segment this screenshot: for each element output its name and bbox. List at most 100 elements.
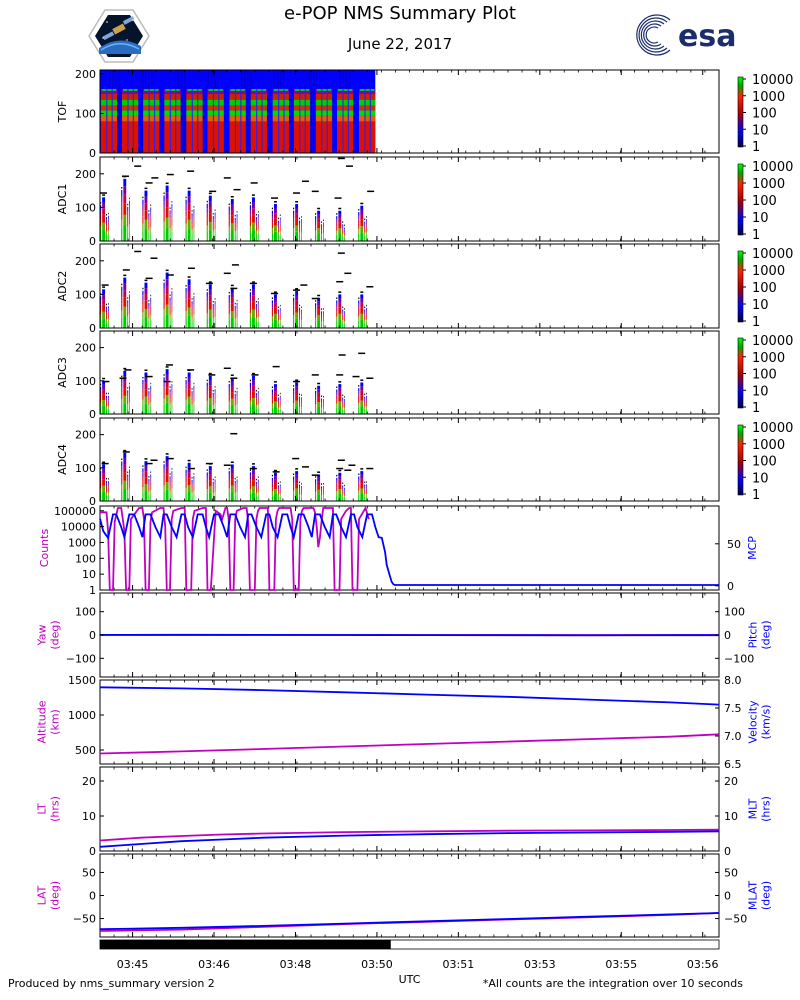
adc1-burst-column [323, 229, 324, 234]
adc1-burst-top-dash [358, 209, 360, 211]
adc2-burst-column [315, 306, 317, 310]
yaw-pitch-ylabel-left: Yaw (deg) [36, 620, 62, 649]
tof-colorbar-label: 10000 [752, 73, 793, 88]
adc4-burst-column [360, 478, 364, 484]
adc3-burst-top-dash [321, 395, 323, 397]
adc1-burst-column [185, 199, 187, 205]
adc3-burst-column [171, 396, 173, 402]
adc1-burst-top-dash [342, 221, 344, 223]
adc2-burst-column [163, 287, 165, 294]
adc4-burst-column [230, 468, 234, 474]
adc1-burst-column [206, 225, 208, 232]
adc3-burst-top-dash [212, 390, 214, 392]
adc2-burst-column [295, 291, 299, 296]
tof-burst-band [229, 93, 246, 100]
adc2-burst-column [317, 320, 321, 328]
adc3-burst-column [358, 398, 360, 404]
adc3-burst-column [129, 406, 130, 414]
adc3-burst-top-dash [144, 369, 148, 371]
adc3-burst-column [144, 372, 148, 378]
adc4-burst-column [214, 488, 216, 492]
adc2-burst-top-dash [360, 291, 364, 293]
adc3-burst-column [129, 402, 130, 407]
adc4-burst-column [129, 487, 130, 494]
adc1-burst-column [148, 213, 150, 217]
adc4-burst-column [321, 486, 323, 489]
adc3-burst-column [123, 395, 127, 404]
adc3-burst-column [236, 393, 238, 397]
adc2-burst-column [342, 309, 344, 312]
adc2-burst-column [257, 316, 259, 322]
adc1-burst-column [214, 215, 216, 220]
adc4-y-tick-label: 0 [89, 495, 96, 508]
adc1-burst-column [144, 210, 148, 220]
esa-logo: esa [636, 14, 736, 56]
adc2-burst-column [274, 319, 277, 328]
adc3-burst-column [360, 382, 364, 387]
adc2-burst-top-dash [295, 288, 299, 290]
tof-colorbar-label: 100 [752, 107, 777, 122]
adc2-burst-column [323, 313, 324, 316]
adc4-burst-column [187, 478, 191, 485]
adc1-burst-column [169, 233, 171, 241]
adc3-burst-column [142, 399, 144, 406]
adc1-burst-column [163, 200, 165, 207]
adc2-burst-column [150, 320, 152, 328]
adc4-ylabel-text: ADC4 [56, 444, 69, 475]
adc2-frame [99, 243, 720, 329]
adc4-burst-column [336, 483, 338, 488]
adc2-burst-column [187, 307, 191, 316]
adc2-burst-column [212, 313, 214, 318]
counts-mcp-y2-tick-label: 0 [727, 580, 734, 593]
adc1-burst-column [129, 205, 130, 211]
adc3-burst-column [366, 397, 367, 401]
adc4-burst-column [299, 491, 301, 495]
adc4-burst-column [279, 484, 281, 487]
adc2-burst-column [208, 301, 212, 310]
adc4-burst-column [249, 472, 252, 476]
adc2-burst-column [236, 302, 238, 306]
adc3-burst-top-dash [279, 392, 281, 395]
adc1-burst-column [236, 229, 238, 235]
counts-mcp-y-tick-label: 100000 [54, 505, 96, 518]
adc3-burst-column [279, 397, 281, 401]
counts-mcp-y-tick-label: 10 [82, 568, 96, 581]
adc4-burst-column [317, 474, 321, 478]
adc3-burst-column [102, 384, 106, 390]
adc2-burst-column [165, 272, 169, 280]
adc4-burst-column [364, 494, 366, 497]
adc4-outlier-dash [344, 469, 352, 471]
adc3-burst-column [277, 404, 279, 408]
adc3-burst-column [252, 385, 255, 392]
adc4-burst-column [193, 482, 195, 487]
adc1-burst-column [165, 217, 169, 228]
adc1-burst-column [206, 213, 208, 219]
lt-mlt-y-tick-label: 10 [82, 810, 96, 823]
adc2-burst-column [317, 309, 321, 316]
adc2-burst-column [257, 307, 259, 312]
adc3-burst-column [364, 400, 366, 404]
tof-burst-band [337, 99, 354, 106]
counts-mcp-ylabel-right: MCP [746, 536, 759, 560]
adc3-burst-top-dash [366, 392, 367, 395]
lt-mlt-ylabel-left-text: (hrs) [49, 796, 62, 822]
adc4-burst-top-dash [187, 459, 191, 462]
adc4-burst-column [129, 473, 130, 478]
adc2-burst-column [236, 317, 238, 322]
adc4-burst-top-dash [277, 482, 279, 484]
adc3-burst-top-dash [121, 375, 123, 378]
adc2-burst-column [364, 314, 366, 317]
adc1-burst-column [323, 233, 324, 237]
adc4-burst-column [163, 464, 165, 469]
tof-burst-cap [316, 88, 332, 91]
tof-burst-band [164, 115, 181, 122]
adc4-burst-column [123, 488, 127, 501]
adc2-burst-column [212, 317, 214, 322]
adc3-burst-column [165, 380, 169, 388]
adc1-burst-column [255, 222, 257, 227]
adc3-burst-column [301, 401, 302, 405]
adc3-burst-column [212, 401, 214, 406]
adc1-burst-top-dash [295, 201, 299, 203]
adc3-burst-column [191, 408, 193, 414]
adc4-burst-column [191, 488, 193, 493]
